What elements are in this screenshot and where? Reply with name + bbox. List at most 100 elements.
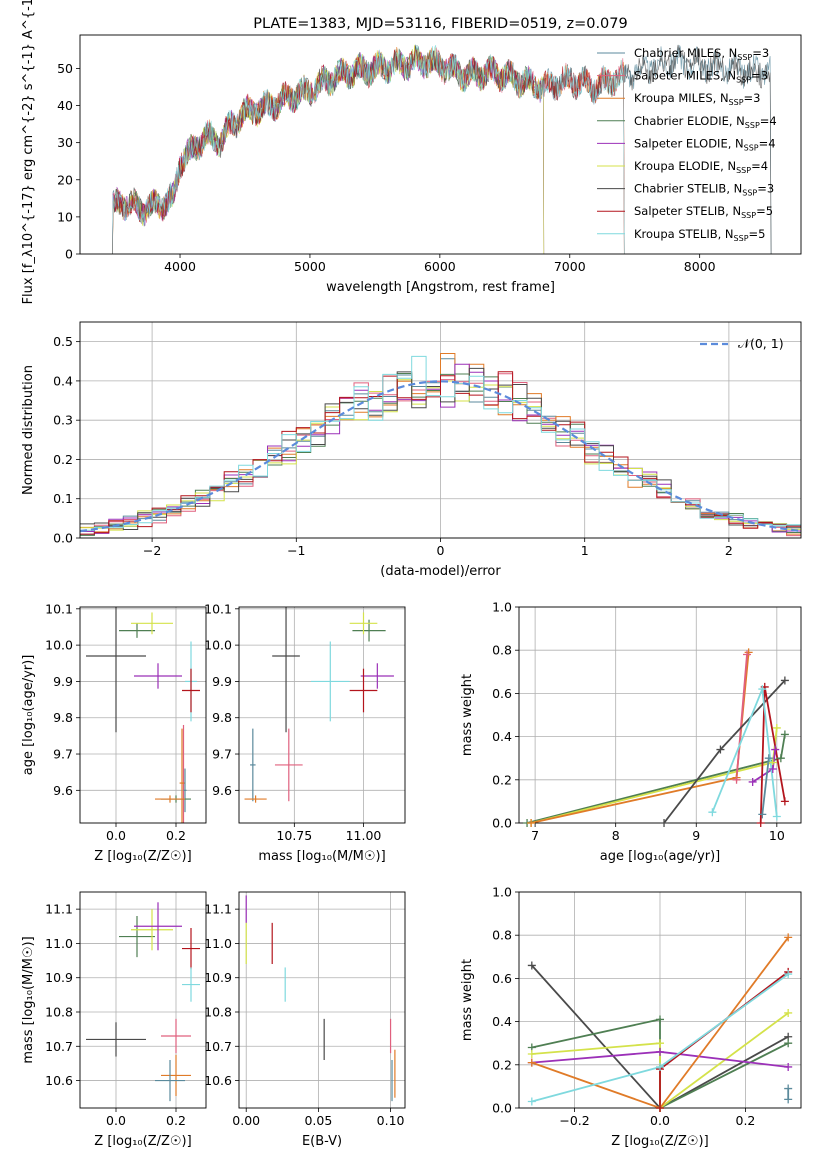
panel-mass_vs_Z: 0.0 0.2 10.6 10.7 10.8 10.9 11.0 11.1 Z [log₁₀(Z… — [21, 891, 207, 1149]
y-tick-label: 0.0 — [53, 531, 73, 546]
y-tick-label: 10.6 — [204, 1073, 232, 1088]
legend-tail: =3 — [751, 69, 768, 83]
marker-chabrier_miles — [764, 754, 773, 763]
plot-area-age_vs_Z — [86, 607, 200, 823]
legend-entry: Salpeter STELIB, NSSP=5 — [634, 204, 773, 220]
legend-text: Kroupa MILES, N — [634, 91, 729, 105]
legend-entry: Salpeter ELODIE, NSSP=4 — [634, 136, 776, 152]
panel-weight_vs_Z: −0.2 0.0 0.2 0.0 0.2 0.4 0.6 0.8 1.0 Z [log₁₀(Z/Z… — [460, 885, 802, 1149]
legend-text: Salpeter MILES, N — [634, 69, 736, 83]
marker-chabrier_elodie — [780, 730, 789, 739]
legend-tail: =4 — [759, 136, 776, 150]
panel-residuals: −2 −1 0 1 2 0.0 0.1 0.2 0.3 0.4 0.5 (data-model)/er… — [21, 321, 802, 579]
x-tick-label: 4000 — [164, 259, 196, 274]
x-tick-label: 0.10 — [377, 1113, 405, 1128]
x-axis-label: Z [log₁₀(Z/Z☉)] — [94, 1134, 191, 1149]
marker-chabrier_miles — [758, 810, 767, 819]
marker-kroupa_stelib — [758, 685, 767, 694]
x-axis-label: Z [log₁₀(Z/Z☉)] — [611, 1134, 708, 1149]
legend-entry: Salpeter MILES, NSSP=3 — [634, 69, 768, 85]
marker-kroupa_elodie — [772, 723, 781, 732]
legend-sub: SSP — [734, 234, 749, 243]
x-tick-label: 1 — [581, 543, 589, 558]
legend-text: Chabrier STELIB, N — [634, 182, 742, 196]
legend-sub: SSP — [745, 121, 760, 130]
marker-chabrier_elodie — [784, 1039, 793, 1048]
marker-salpeter_stelib — [780, 797, 789, 806]
y-tick-label: 9.8 — [53, 710, 73, 725]
x-tick-label: 5000 — [294, 259, 326, 274]
y-tick-label: 11.0 — [45, 936, 73, 951]
axes-frame — [79, 891, 207, 1109]
legend-tail: =5 — [756, 204, 773, 218]
marker-chabrier_stelib — [780, 676, 789, 685]
y-tick-label: 40 — [57, 98, 73, 113]
marker-kroupa_miles — [527, 819, 536, 827]
y-tick-label: 0.8 — [492, 928, 512, 943]
y-tick-label: 0.3 — [53, 413, 73, 428]
legend-entry: 𝒩(0, 1) — [738, 336, 784, 351]
y-tick-label: 11.1 — [45, 902, 73, 917]
marker-chabrier_elodie — [656, 1015, 664, 1024]
x-tick-label: 0.2 — [736, 1113, 756, 1128]
x-tick-label: 9 — [692, 828, 700, 843]
axes-frame — [238, 891, 406, 1109]
y-tick-label: 9.8 — [212, 710, 232, 725]
legend-entry: Kroupa ELODIE, NSSP=4 — [634, 159, 768, 175]
plot-area-residuals — [80, 353, 801, 537]
y-tick-label: 0.0 — [492, 816, 512, 831]
x-tick-label: 0.0 — [650, 1113, 670, 1128]
marker-kroupa_stelib — [772, 812, 781, 821]
y-tick-label: 1.0 — [492, 600, 512, 615]
axes-frame — [518, 606, 802, 824]
legend-text: Salpeter ELODIE, N — [634, 136, 744, 150]
x-tick-label: 8 — [612, 828, 620, 843]
marker-chabrier_stelib — [660, 819, 669, 827]
line-chabrier_stelib — [531, 964, 789, 1108]
y-tick-label: 0.0 — [492, 1101, 512, 1116]
legend-text: Salpeter STELIB, N — [634, 204, 741, 218]
legend-entry: Chabrier STELIB, NSSP=3 — [634, 182, 774, 198]
axes-frame — [79, 321, 802, 539]
x-tick-label: 0.0 — [106, 828, 126, 843]
x-tick-label: 0.05 — [304, 1113, 332, 1128]
panel-mass_vs_ebv: 0.00 0.05 0.10 10.6 10.7 10.8 10.9 11.0 11.1 E(B-… — [204, 891, 406, 1149]
plot-area-mass_vs_Z — [86, 902, 200, 1102]
line-salpeter_miles — [735, 654, 748, 780]
marker-salpeter_elodie — [784, 1062, 793, 1071]
y-tick-label: 0.2 — [492, 772, 512, 787]
y-tick-label: 20 — [57, 172, 73, 187]
marker-salpeter_elodie — [748, 777, 757, 786]
y-tick-label: 9.7 — [212, 747, 232, 762]
plots-layer: 4000 5000 6000 7000 800001020304050wavelengt… — [21, 0, 802, 1149]
y-tick-label: 10.8 — [45, 1005, 73, 1020]
x-tick-label: −2 — [143, 543, 161, 558]
marker-kroupa_stelib — [708, 808, 717, 817]
legend-tail: =4 — [760, 114, 777, 128]
y-tick-label: 10.1 — [45, 601, 73, 616]
y-tick-label: 0.4 — [53, 373, 73, 388]
legend-tail: =3 — [744, 91, 761, 105]
marker-chabrier_elodie — [776, 754, 785, 763]
y-tick-label: 10.9 — [204, 970, 232, 985]
y-tick-label: 10.7 — [45, 1039, 73, 1054]
marker-kroupa_stelib — [527, 1097, 536, 1106]
y-tick-label: 0.5 — [53, 334, 73, 349]
y-tick-label: 9.6 — [53, 783, 73, 798]
x-tick-label: 10 — [769, 828, 785, 843]
legend-text: Kroupa STELIB, N — [634, 227, 734, 241]
panel-spectrum: 4000 5000 6000 7000 8000 0 10 20 30 40 50 wavelengt… — [21, 0, 802, 304]
x-tick-label: 0.0 — [106, 1113, 126, 1128]
y-axis-label: Normed distribution — [21, 365, 36, 495]
y-tick-label: 10.7 — [204, 1039, 232, 1054]
y-tick-label: 10.8 — [204, 1005, 232, 1020]
plot-area-spectrum — [112, 44, 772, 254]
x-tick-label: 7000 — [554, 259, 586, 274]
legend-sub: SSP — [744, 143, 759, 152]
marker-salpeter_stelib — [756, 819, 765, 827]
marker-chabrier_stelib — [716, 745, 725, 754]
marker-salpeter_miles — [743, 650, 752, 659]
axes-frame — [79, 34, 802, 255]
axes-frame — [238, 606, 406, 824]
legend-sub: SSP — [736, 76, 751, 85]
